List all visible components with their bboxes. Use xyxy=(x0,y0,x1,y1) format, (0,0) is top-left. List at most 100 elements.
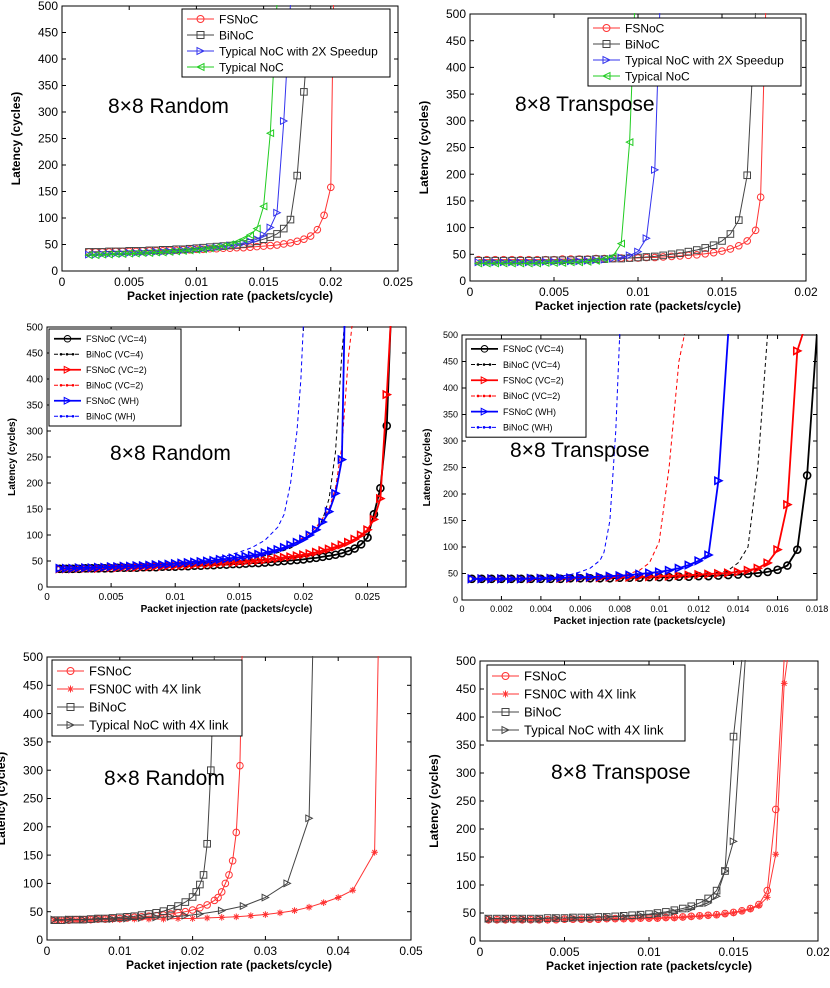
data-point xyxy=(499,258,509,267)
legend-swatch-marker xyxy=(502,690,509,698)
data-point xyxy=(567,257,576,266)
legend-swatch-marker xyxy=(501,672,510,680)
y-tick-label: 250 xyxy=(446,141,466,155)
y-tick-label: 500 xyxy=(26,323,43,334)
legend-entry: Typical NoC with 4X link xyxy=(492,723,664,738)
data-point xyxy=(254,555,264,566)
y-tick-label: 0 xyxy=(469,934,476,948)
y-tick-label: 0 xyxy=(36,933,43,947)
data-point xyxy=(747,905,754,913)
data-point xyxy=(324,544,335,554)
legend-swatch-marker xyxy=(59,352,63,356)
x-tick-label: 0.02 xyxy=(806,945,830,959)
legend-label: Typical NoC with 4X link xyxy=(89,718,229,733)
series-line xyxy=(59,326,304,569)
data-point xyxy=(101,916,109,923)
data-point xyxy=(552,913,561,923)
x-tick-label: 0.015 xyxy=(718,945,748,959)
series-binoc-wh- xyxy=(471,334,621,581)
legend-label: FSNoC (VC=4) xyxy=(86,334,147,344)
data-point xyxy=(349,886,357,894)
legend-swatch-marker xyxy=(71,352,75,356)
legend-swatch-marker xyxy=(601,71,611,81)
data-point xyxy=(525,258,534,267)
series-layer xyxy=(467,334,817,584)
data-point xyxy=(696,913,703,920)
legend-swatch-marker xyxy=(602,40,611,48)
data-point xyxy=(196,880,204,889)
data-point xyxy=(382,421,392,431)
data-point xyxy=(550,257,559,266)
data-point xyxy=(331,542,341,552)
series-layer xyxy=(50,656,379,924)
x-tick-label: 0 xyxy=(459,604,464,614)
x-axis-label: Packet injection rate (packets/cycle) xyxy=(535,299,741,313)
data-point xyxy=(371,848,378,856)
series-binoc-vc-2- xyxy=(471,334,686,581)
data-point xyxy=(591,256,600,265)
legend-entry: Typical NoC with 2X Speedup xyxy=(187,44,378,58)
data-point xyxy=(228,557,239,568)
y-tick-label: 200 xyxy=(443,489,458,499)
y-tick-label: 100 xyxy=(38,211,58,225)
legend-label: BiNoC xyxy=(625,37,660,51)
legend-label: BiNoC (WH) xyxy=(86,411,136,421)
data-point xyxy=(694,555,704,566)
y-axis-label: Latency (cycles) xyxy=(9,92,23,185)
data-point xyxy=(704,912,712,920)
legend-label: FSNoC (WH) xyxy=(86,396,139,406)
data-point xyxy=(225,240,234,249)
data-point xyxy=(735,241,743,250)
data-point xyxy=(783,499,793,510)
data-point xyxy=(617,253,626,262)
legend-swatch-marker xyxy=(196,31,205,39)
data-point xyxy=(527,916,534,924)
legend-swatch-marker xyxy=(480,407,489,416)
data-point xyxy=(619,912,629,921)
legend-label: FSNoC (VC=2) xyxy=(503,375,564,385)
x-tick-label: 0.005 xyxy=(114,275,144,289)
data-point xyxy=(286,215,295,224)
legend-entry: FSNoC (VC=2) xyxy=(471,375,564,385)
y-tick-label: 450 xyxy=(446,34,466,48)
data-point xyxy=(363,525,373,535)
legend-swatch-marker xyxy=(66,667,75,675)
y-tick-label: 250 xyxy=(23,792,43,806)
data-point xyxy=(218,241,228,251)
data-point xyxy=(721,910,729,918)
data-point xyxy=(611,915,619,923)
y-tick-label: 200 xyxy=(456,822,476,836)
data-point xyxy=(718,247,726,255)
data-point xyxy=(108,914,117,924)
data-point xyxy=(735,216,743,224)
data-point xyxy=(585,572,596,583)
data-point xyxy=(152,913,161,922)
legend-entry: FSN0C with 4X link xyxy=(492,687,636,702)
data-point xyxy=(566,572,576,583)
data-point xyxy=(674,570,685,581)
data-point xyxy=(730,909,737,917)
y-tick-label: 450 xyxy=(443,357,458,367)
data-point xyxy=(279,552,290,563)
data-point xyxy=(228,856,237,865)
data-point xyxy=(670,907,679,916)
data-point xyxy=(773,544,783,555)
data-point xyxy=(482,259,491,268)
data-point xyxy=(57,916,66,924)
legend-box xyxy=(181,8,391,78)
y-tick-label: 200 xyxy=(23,820,43,834)
data-point xyxy=(510,916,518,924)
series-typical-noc-with-4x-link xyxy=(484,660,746,923)
legend-entry: FSNoC (WH) xyxy=(54,396,139,406)
legend-entry: FSNoC xyxy=(492,669,567,684)
data-point xyxy=(158,248,167,257)
legend-label: BiNoC (VC=2) xyxy=(503,391,560,401)
data-point xyxy=(674,563,685,573)
data-point xyxy=(65,915,74,924)
data-point xyxy=(493,916,501,924)
legend-label: FSN0C with 4X link xyxy=(524,687,636,702)
data-point xyxy=(252,224,261,233)
data-point xyxy=(676,249,684,258)
legend-entry: FSNoC xyxy=(593,21,665,35)
data-point xyxy=(764,894,771,901)
